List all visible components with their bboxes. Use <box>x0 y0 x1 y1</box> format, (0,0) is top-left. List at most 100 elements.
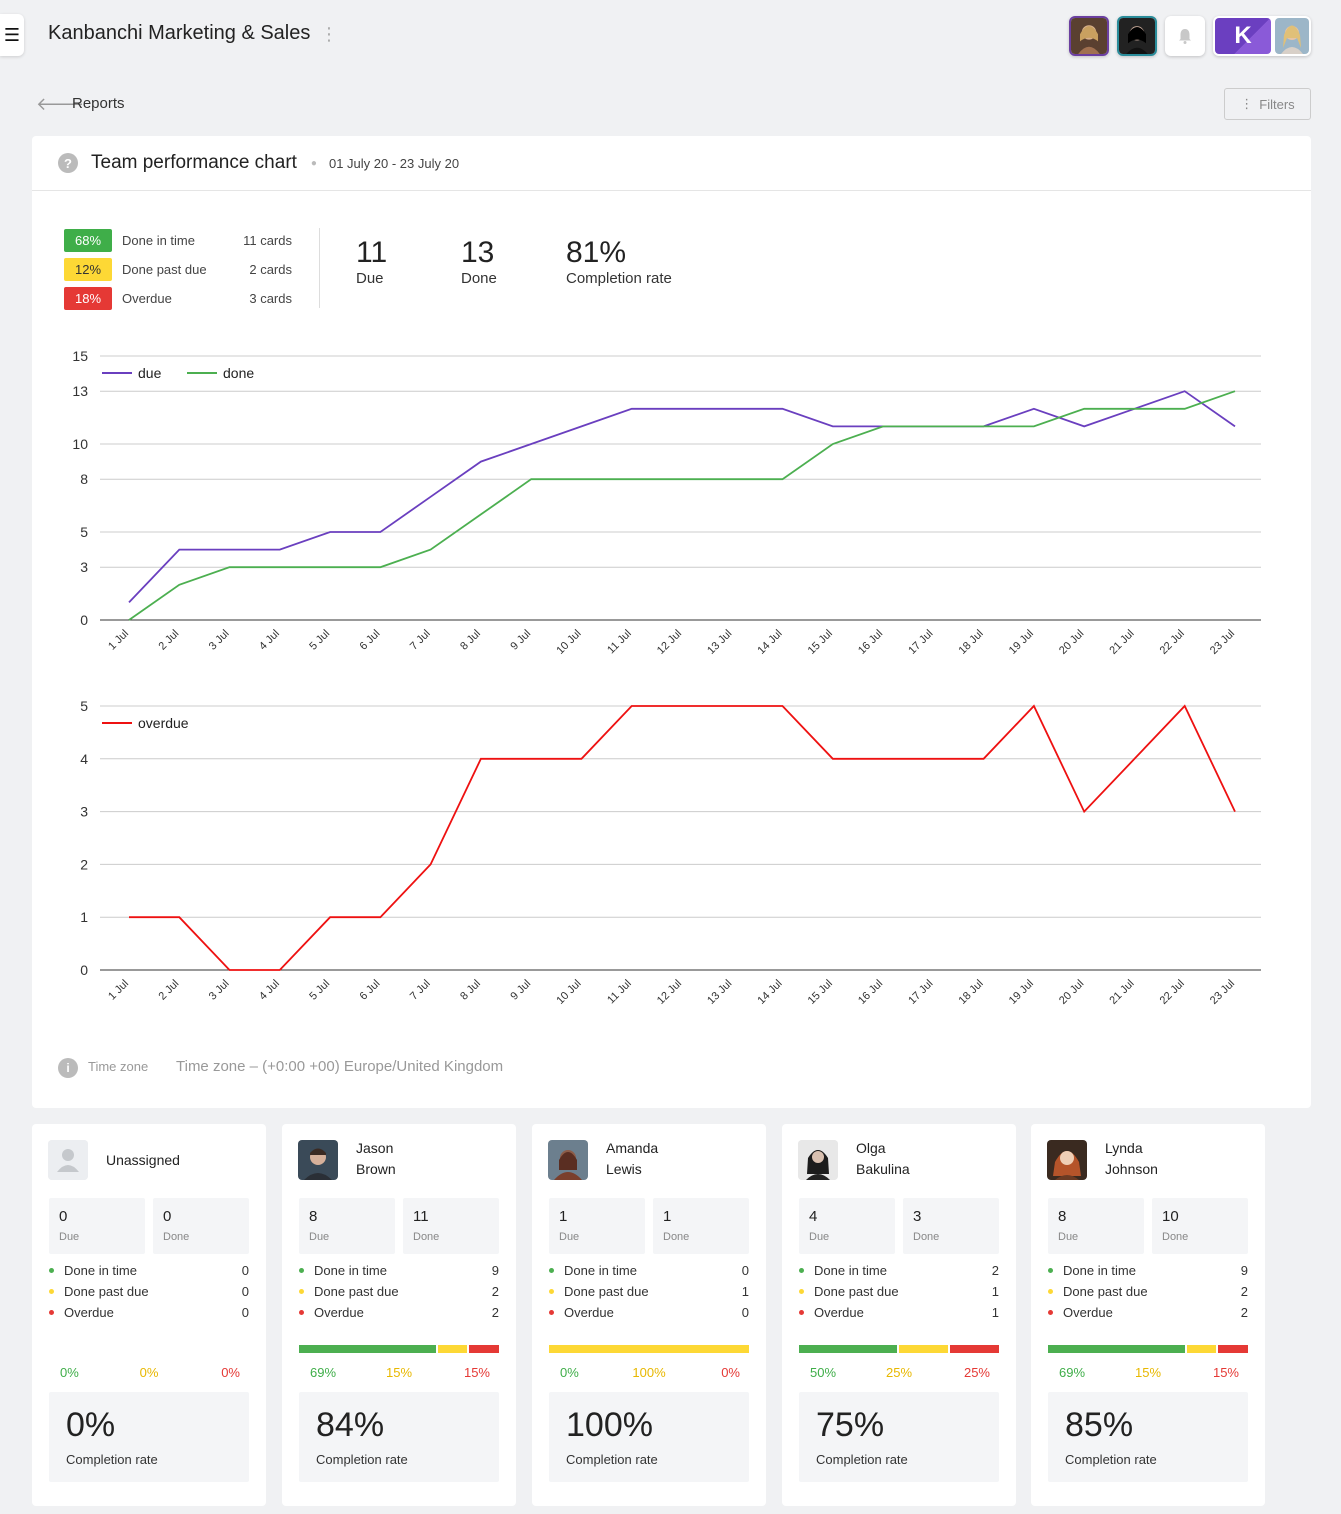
red-dot-icon <box>49 1310 54 1315</box>
member-card: Olga Bakulina 4 Due 3 Done Done in time 2 Done p… <box>782 1124 1016 1506</box>
arrow-left-icon[interactable]: 🡐 <box>36 94 85 114</box>
collaborator-avatar[interactable] <box>1117 16 1157 56</box>
x-tick-label: 17 Jul <box>906 628 935 657</box>
bar-segment <box>469 1345 500 1353</box>
x-tick-label: 11 Jul <box>605 978 634 1007</box>
done-count: 11 <box>413 1208 429 1225</box>
x-tick-label: 7 Jul <box>408 978 433 1003</box>
done-box: 11 Done <box>403 1198 499 1254</box>
pct-done-past-due: 25% <box>885 1365 913 1380</box>
bar-segment <box>299 1345 436 1353</box>
hamburger-icon: ☰ <box>3 24 21 45</box>
row-value: 2 <box>991 1263 999 1278</box>
x-tick-label: 13 Jul <box>705 978 734 1007</box>
row-overdue: Overdue 0 <box>49 1305 249 1320</box>
breakdown-label: Done in time <box>122 233 195 248</box>
report-title: Team performance chart <box>91 152 297 173</box>
pct-done-in-time: 69% <box>1059 1365 1086 1380</box>
x-tick-label: 5 Jul <box>307 628 332 653</box>
completion-rate-label: Completion rate <box>566 1452 658 1467</box>
menu-button[interactable]: ☰ <box>0 14 24 56</box>
yellow-dot-icon <box>1048 1289 1053 1294</box>
row-done-in-time: Done in time 9 <box>1048 1263 1248 1278</box>
due-count: 8 <box>309 1208 318 1225</box>
stat-due: 11 Due <box>356 236 387 287</box>
notifications-button[interactable] <box>1165 16 1205 56</box>
x-tick-label: 15 Jul <box>806 978 835 1007</box>
stat-label: Completion rate <box>566 270 672 287</box>
due-box: 4 Due <box>799 1198 895 1254</box>
completion-rate-value: 75% <box>816 1406 885 1444</box>
bar-segment <box>437 1345 468 1353</box>
breakdown-row: 12% Done past due 2 cards <box>64 255 292 284</box>
x-tick-label: 19 Jul <box>1007 628 1036 657</box>
x-tick-label: 5 Jul <box>307 978 332 1003</box>
bar-segment <box>549 1345 749 1353</box>
stat-label: Due <box>356 270 384 287</box>
x-tick-label: 22 Jul <box>1158 978 1187 1007</box>
pct-done-in-time: 50% <box>810 1365 837 1380</box>
row-done-past-due: Done past due 1 <box>549 1284 749 1299</box>
filters-label: Filters <box>1259 96 1295 112</box>
series-line-done <box>128 390 1236 621</box>
separator-dot: ● <box>310 157 317 169</box>
x-tick-label: 17 Jul <box>906 978 935 1007</box>
breakdown-row: 68% Done in time 11 cards <box>64 226 292 255</box>
y-tick-label: 3 <box>80 559 88 575</box>
member-last-name: Johnson <box>1105 1161 1158 1177</box>
y-tick-label: 0 <box>80 612 88 628</box>
timezone-value[interactable]: Time zone – (+0:00 +00) Europe/United Ki… <box>176 1058 504 1075</box>
row-overdue: Overdue 0 <box>549 1305 749 1320</box>
progress-bar <box>299 1345 500 1353</box>
done-count: 0 <box>163 1208 172 1225</box>
x-tick-label: 8 Jul <box>458 628 483 653</box>
info-icon: i <box>58 1058 78 1078</box>
due-count: 4 <box>809 1208 818 1225</box>
x-tick-label: 1 Jul <box>106 628 131 653</box>
collaborator-avatar[interactable] <box>1069 16 1109 56</box>
red-dot-icon <box>799 1310 804 1315</box>
x-tick-label: 13 Jul <box>705 628 734 657</box>
pct-badge: 68% <box>64 229 112 252</box>
board-title[interactable]: Kanbanchi Marketing & Sales <box>48 22 311 44</box>
due-label: Due <box>1058 1231 1079 1243</box>
due-box: 8 Due <box>1048 1198 1144 1254</box>
x-tick-label: 23 Jul <box>1208 628 1237 657</box>
x-tick-label: 16 Jul <box>856 628 885 657</box>
row-done-past-due: Done past due 1 <box>799 1284 999 1299</box>
report-card: ? Team performance chart ● 01 July 20 - … <box>32 136 1311 1108</box>
member-card: Lynda Johnson 8 Due 10 Done Done in time 9 Done … <box>1031 1124 1265 1506</box>
row-done-in-time: Done in time 2 <box>799 1263 999 1278</box>
divider <box>319 228 320 308</box>
breakdown-cards: 2 cards <box>249 262 292 277</box>
row-label: Done in time <box>64 1263 137 1278</box>
green-dot-icon <box>549 1268 554 1273</box>
pct-done-past-due: 0% <box>139 1365 159 1380</box>
x-tick-label: 1 Jul <box>106 978 131 1003</box>
y-tick-label: 15 <box>72 348 88 364</box>
green-dot-icon <box>799 1268 804 1273</box>
row-value: 9 <box>491 1263 499 1278</box>
row-label: Overdue <box>564 1305 614 1320</box>
done-count: 1 <box>663 1208 672 1225</box>
board-menu-icon[interactable]: ⋮ <box>320 24 338 44</box>
filters-button[interactable]: ⋮ Filters <box>1224 88 1311 120</box>
x-tick-label: 15 Jul <box>806 628 835 657</box>
y-tick-label: 8 <box>80 471 88 487</box>
help-icon[interactable]: ? <box>58 153 78 173</box>
account-switcher[interactable]: K <box>1213 16 1311 56</box>
done-box: 1 Done <box>653 1198 749 1254</box>
member-first-name: Unassigned <box>106 1152 180 1168</box>
row-overdue: Overdue 1 <box>799 1305 999 1320</box>
row-label: Done in time <box>814 1263 887 1278</box>
member-name: Olga Bakulina <box>856 1138 910 1180</box>
pct-done-past-due: 100% <box>632 1365 666 1380</box>
yellow-dot-icon <box>299 1289 304 1294</box>
row-done-past-due: Done past due 2 <box>1048 1284 1248 1299</box>
row-overdue: Overdue 2 <box>1048 1305 1248 1320</box>
y-tick-label: 5 <box>80 524 88 540</box>
pct-overdue: 15% <box>463 1365 490 1380</box>
row-label: Done in time <box>564 1263 637 1278</box>
due-label: Due <box>559 1231 580 1243</box>
x-tick-label: 3 Jul <box>207 978 232 1003</box>
